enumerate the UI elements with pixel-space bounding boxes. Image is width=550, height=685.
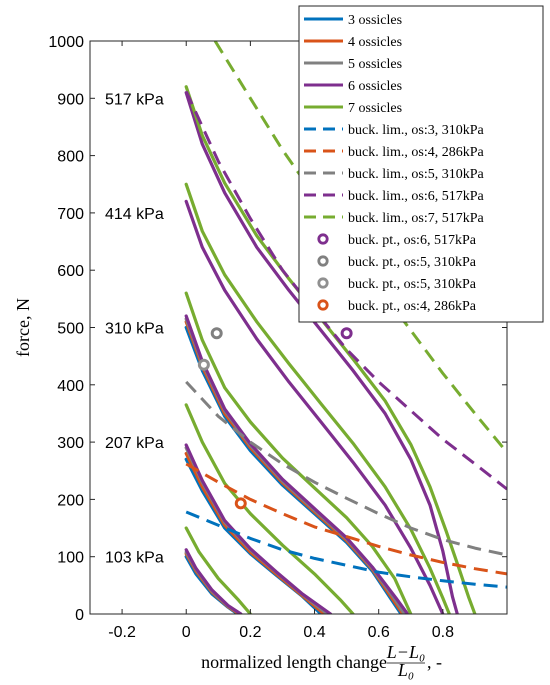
ticks-layer: -0.2 0 0.2 0.4 0.6 0.8 0 100 200 300 400 500 600 700 8…	[48, 34, 507, 641]
x-tick-label: 0.2	[239, 624, 261, 641]
y-tick-label: 600	[57, 263, 84, 280]
series-buck-lim-os-6-517kpa-curve-0	[184, 90, 507, 491]
legend-entry-label: buck. pt., os:4, 286kPa	[348, 299, 477, 314]
pressure-labels: 517 kPa 414 kPa 310 kPa 207 kPa 103 kPa	[105, 91, 164, 566]
series-7-ossicles-curve-3	[184, 182, 451, 614]
series-6-ossicles-curve-1	[184, 443, 333, 614]
x-tick-label: 0.8	[432, 624, 454, 641]
y-tick-label: 500	[57, 321, 84, 338]
legend-entry-label: buck. lim., os:7, 517kPa	[348, 211, 485, 226]
y-tick-label: 200	[57, 492, 84, 509]
legend-box	[298, 5, 544, 323]
legend-entry-label: buck. pt., os:5, 310kPa	[348, 255, 477, 270]
legend-entry-label: buck. lim., os:4, 286kPa	[348, 145, 485, 160]
legend-entry-label: 4 ossicles	[348, 35, 402, 50]
legend-entry-label: 3 ossicles	[348, 13, 402, 28]
legend-entry-label: 6 ossicles	[348, 79, 402, 94]
series-6-ossicles-curve-3	[184, 199, 445, 614]
series-6-ossicles-curve-0	[184, 548, 243, 614]
x-axis-label-text: normalized length change	[201, 652, 387, 672]
legend-entry-label: buck. lim., os:6, 517kPa	[348, 189, 485, 204]
x-tick-label: 0.4	[303, 624, 325, 641]
y-tick-label: 1000	[48, 34, 84, 51]
x-tick-label: -0.2	[108, 624, 136, 641]
legend-entry-label: buck. lim., os:3, 310kPa	[348, 123, 485, 138]
legend-entry-label: 5 ossicles	[348, 57, 402, 72]
y-axis-label: force, N	[13, 298, 33, 357]
series-buck-lim-os-4-286kpa-curve-0	[185, 462, 507, 576]
legend-entry-label: buck. pt., os:6, 517kPa	[348, 233, 477, 248]
series-layer	[184, 41, 507, 614]
buckling-point-marker-1	[210, 327, 223, 340]
x-axis-label: normalized length change	[201, 652, 387, 672]
y-tick-label: 900	[57, 91, 84, 108]
y-tick-label: 800	[57, 149, 84, 166]
series-buck-lim-os-3-310kpa-curve-0	[185, 510, 507, 589]
legend-entry-label: buck. lim., os:5, 310kPa	[348, 167, 485, 182]
y-tick-label: 400	[57, 378, 84, 395]
y-tick-label: 300	[57, 435, 84, 452]
series-6-ossicles-curve-4	[184, 91, 459, 614]
x-axis-label-numerator: L−L₀	[386, 642, 425, 662]
series-buck-lim-os-5-310kpa-curve-0	[185, 380, 507, 557]
legend: 3 ossicles 4 ossicles 5 ossicles 6 ossicles…	[298, 5, 544, 323]
x-tick-label: 0	[182, 624, 191, 641]
series-6-ossicles-curve-2	[184, 314, 410, 614]
legend-entry-label: buck. pt., os:5, 310kPa	[348, 277, 477, 292]
legend-entry-label: 7 ossicles	[348, 101, 402, 116]
x-axis-label-suffix: , -	[427, 652, 442, 672]
pressure-label: 310 kPa	[105, 321, 164, 338]
buckling-point-marker-3	[234, 497, 247, 510]
y-tick-label: 0	[75, 607, 84, 624]
legend-marker-swatch	[317, 233, 329, 245]
legend-marker-swatch	[317, 277, 329, 289]
buckling-point-marker-2	[197, 358, 210, 371]
pressure-label: 414 kPa	[105, 206, 164, 223]
series-7-ossicles-curve-4	[184, 85, 477, 614]
series-7-ossicles-curve-0	[184, 526, 252, 614]
x-axis-label-denominator: L₀	[397, 660, 414, 680]
pressure-label: 207 kPa	[105, 435, 164, 452]
pressure-label: 103 kPa	[105, 550, 164, 567]
legend-marker-swatch	[317, 255, 329, 267]
legend-marker-swatch	[317, 299, 329, 311]
y-tick-label: 700	[57, 206, 84, 223]
legend-items: 3 ossicles 4 ossicles 5 ossicles 6 ossicles…	[304, 13, 485, 314]
x-tick-label: 0.6	[368, 624, 390, 641]
y-tick-label: 100	[57, 550, 84, 567]
series-7-ossicles-curve-1	[184, 403, 355, 614]
pressure-label: 517 kPa	[105, 91, 164, 108]
buckling-point-marker-0	[340, 327, 353, 340]
x-axis-label-fraction: L−L₀ L₀	[386, 642, 425, 680]
